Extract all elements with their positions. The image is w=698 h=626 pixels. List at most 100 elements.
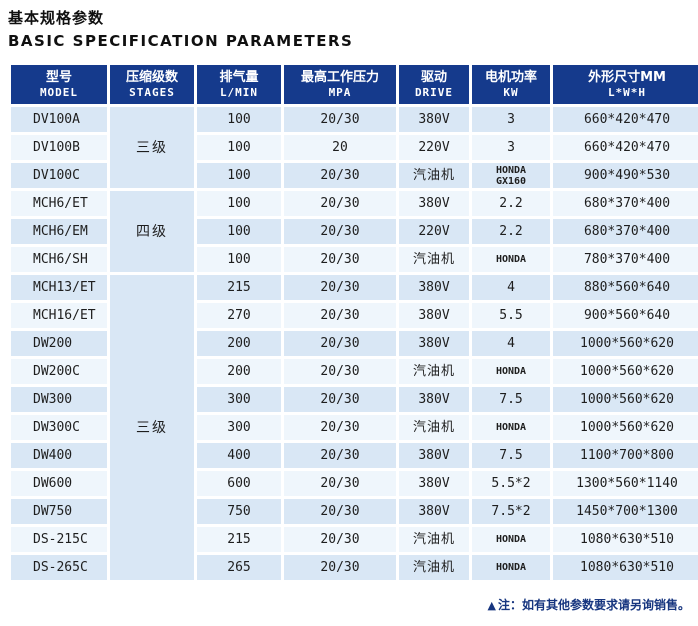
- motor-power-cell: 5.5: [472, 303, 550, 328]
- drive-cell: 380V: [399, 303, 469, 328]
- col-header-model-zh: 型号: [45, 70, 72, 85]
- model-cell: DW600: [11, 471, 107, 496]
- model-cell: DW200: [11, 331, 107, 356]
- col-header-model: 型号 MODEL: [11, 65, 107, 104]
- dimensions-cell: 680*370*400: [553, 191, 698, 216]
- pressure-cell: 20/30: [284, 555, 396, 580]
- model-cell: MCH6/EM: [11, 219, 107, 244]
- table-row: DV100B 100 20 220V 3 660*420*470: [11, 135, 698, 160]
- dimensions-cell: 660*420*470: [553, 135, 698, 160]
- motor-power-cell: 7.5: [472, 387, 550, 412]
- pressure-cell: 20/30: [284, 443, 396, 468]
- motor-power-cell: 4: [472, 331, 550, 356]
- motor-power-cell: 5.5*2: [472, 471, 550, 496]
- footnote: ▲ 注：如有其他参数要求请另询销售。: [8, 596, 690, 613]
- pressure-cell: 20/30: [284, 303, 396, 328]
- pressure-cell: 20/30: [284, 191, 396, 216]
- model-cell: MCH13/ET: [11, 275, 107, 300]
- displacement-cell: 100: [197, 191, 281, 216]
- drive-cell: 380V: [399, 499, 469, 524]
- col-header-stages: 压缩级数 STAGES: [110, 65, 194, 104]
- drive-cell: 380V: [399, 191, 469, 216]
- pressure-cell: 20/30: [284, 387, 396, 412]
- col-header-pressure-en: MPA: [328, 86, 352, 99]
- dimensions-cell: 680*370*400: [553, 219, 698, 244]
- col-header-displacement: 排气量 L/MIN: [197, 65, 281, 104]
- dimensions-cell: 1000*560*620: [553, 331, 698, 356]
- dimensions-cell: 1000*560*620: [553, 387, 698, 412]
- motor-power-cell: HONDA: [472, 359, 550, 384]
- triangle-icon: ▲: [487, 599, 496, 612]
- model-cell: DS-265C: [11, 555, 107, 580]
- dimensions-cell: 1000*560*620: [553, 415, 698, 440]
- motor-power-cell: 3: [472, 107, 550, 132]
- stages-cell: 四级: [110, 191, 194, 272]
- table-row: DW400 400 20/30 380V 7.5 1100*700*800: [11, 443, 698, 468]
- motor-power-cell: 7.5*2: [472, 499, 550, 524]
- drive-cell: 汽油机: [399, 163, 469, 188]
- pressure-cell: 20/30: [284, 331, 396, 356]
- drive-cell: 220V: [399, 219, 469, 244]
- drive-cell: 380V: [399, 387, 469, 412]
- model-cell: DV100C: [11, 163, 107, 188]
- displacement-cell: 100: [197, 135, 281, 160]
- table-body: DV100A 三级 100 20/30 380V 3 660*420*470 DV100B 10…: [11, 107, 698, 580]
- col-header-power-zh: 电机功率: [484, 70, 537, 85]
- displacement-cell: 300: [197, 387, 281, 412]
- displacement-cell: 215: [197, 527, 281, 552]
- motor-power-cell: HONDA: [472, 247, 550, 272]
- spec-table: 型号 MODEL 压缩级数 STAGES 排气量 L/MIN 最高工作压力 MP…: [8, 62, 698, 583]
- table-row: DW750 750 20/30 380V 7.5*2 1450*700*1300: [11, 499, 698, 524]
- dimensions-cell: 900*490*530: [553, 163, 698, 188]
- table-row: DV100C 100 20/30 汽油机 HONDA GX160 900*490*530: [11, 163, 698, 188]
- drive-cell: 汽油机: [399, 527, 469, 552]
- motor-power-cell: 7.5: [472, 443, 550, 468]
- table-row: DV100A 三级 100 20/30 380V 3 660*420*470: [11, 107, 698, 188]
- motor-power-cell: 2.2: [472, 219, 550, 244]
- col-header-dimensions-zh: 外形尺寸MM: [588, 70, 666, 85]
- col-header-drive-en: DRIVE: [414, 86, 454, 99]
- pressure-cell: 20/30: [284, 219, 396, 244]
- motor-power-cell: 4: [472, 275, 550, 300]
- drive-cell: 汽油机: [399, 359, 469, 384]
- displacement-cell: 300: [197, 415, 281, 440]
- model-cell: DW300: [11, 387, 107, 412]
- motor-power-cell: HONDA: [472, 527, 550, 552]
- pressure-cell: 20/30: [284, 527, 396, 552]
- displacement-cell: 200: [197, 331, 281, 356]
- displacement-cell: 600: [197, 471, 281, 496]
- pressure-cell: 20/30: [284, 163, 396, 188]
- motor-power-cell: 3: [472, 135, 550, 160]
- dimensions-cell: 1080*630*510: [553, 555, 698, 580]
- displacement-cell: 750: [197, 499, 281, 524]
- page-title-zh: 基本规格参数: [8, 9, 105, 27]
- col-header-drive-zh: 驱动: [420, 70, 447, 85]
- pressure-cell: 20/30: [284, 359, 396, 384]
- table-header: 型号 MODEL 压缩级数 STAGES 排气量 L/MIN 最高工作压力 MP…: [11, 65, 698, 104]
- col-header-dimensions: 外形尺寸MM L*W*H: [553, 65, 698, 104]
- table-row: DW200 200 20/30 380V 4 1000*560*620: [11, 331, 698, 356]
- pressure-cell: 20/30: [284, 499, 396, 524]
- dimensions-cell: 780*370*400: [553, 247, 698, 272]
- displacement-cell: 265: [197, 555, 281, 580]
- displacement-cell: 100: [197, 107, 281, 132]
- table-row: DW300C 300 20/30 汽油机 HONDA 1000*560*620: [11, 415, 698, 440]
- table-row: MCH6/SH 100 20/30 汽油机 HONDA 780*370*400: [11, 247, 698, 272]
- drive-cell: 汽油机: [399, 415, 469, 440]
- table-row: DW600 600 20/30 380V 5.5*2 1300*560*1140: [11, 471, 698, 496]
- model-cell: DV100B: [11, 135, 107, 160]
- drive-cell: 380V: [399, 331, 469, 356]
- col-header-power-en: KW: [503, 86, 519, 99]
- dimensions-cell: 1100*700*800: [553, 443, 698, 468]
- page-title-en: BASIC SPECIFICATION PARAMETERS: [8, 32, 354, 50]
- model-cell: DS-215C: [11, 527, 107, 552]
- col-header-stages-en: STAGES: [129, 86, 175, 99]
- col-header-displacement-zh: 排气量: [219, 70, 259, 85]
- col-header-pressure-zh: 最高工作压力: [300, 70, 379, 85]
- pressure-cell: 20/30: [284, 275, 396, 300]
- model-cell: MCH16/ET: [11, 303, 107, 328]
- drive-cell: 380V: [399, 275, 469, 300]
- model-cell: DW750: [11, 499, 107, 524]
- table-row: DW300 300 20/30 380V 7.5 1000*560*620: [11, 387, 698, 412]
- pressure-cell: 20/30: [284, 471, 396, 496]
